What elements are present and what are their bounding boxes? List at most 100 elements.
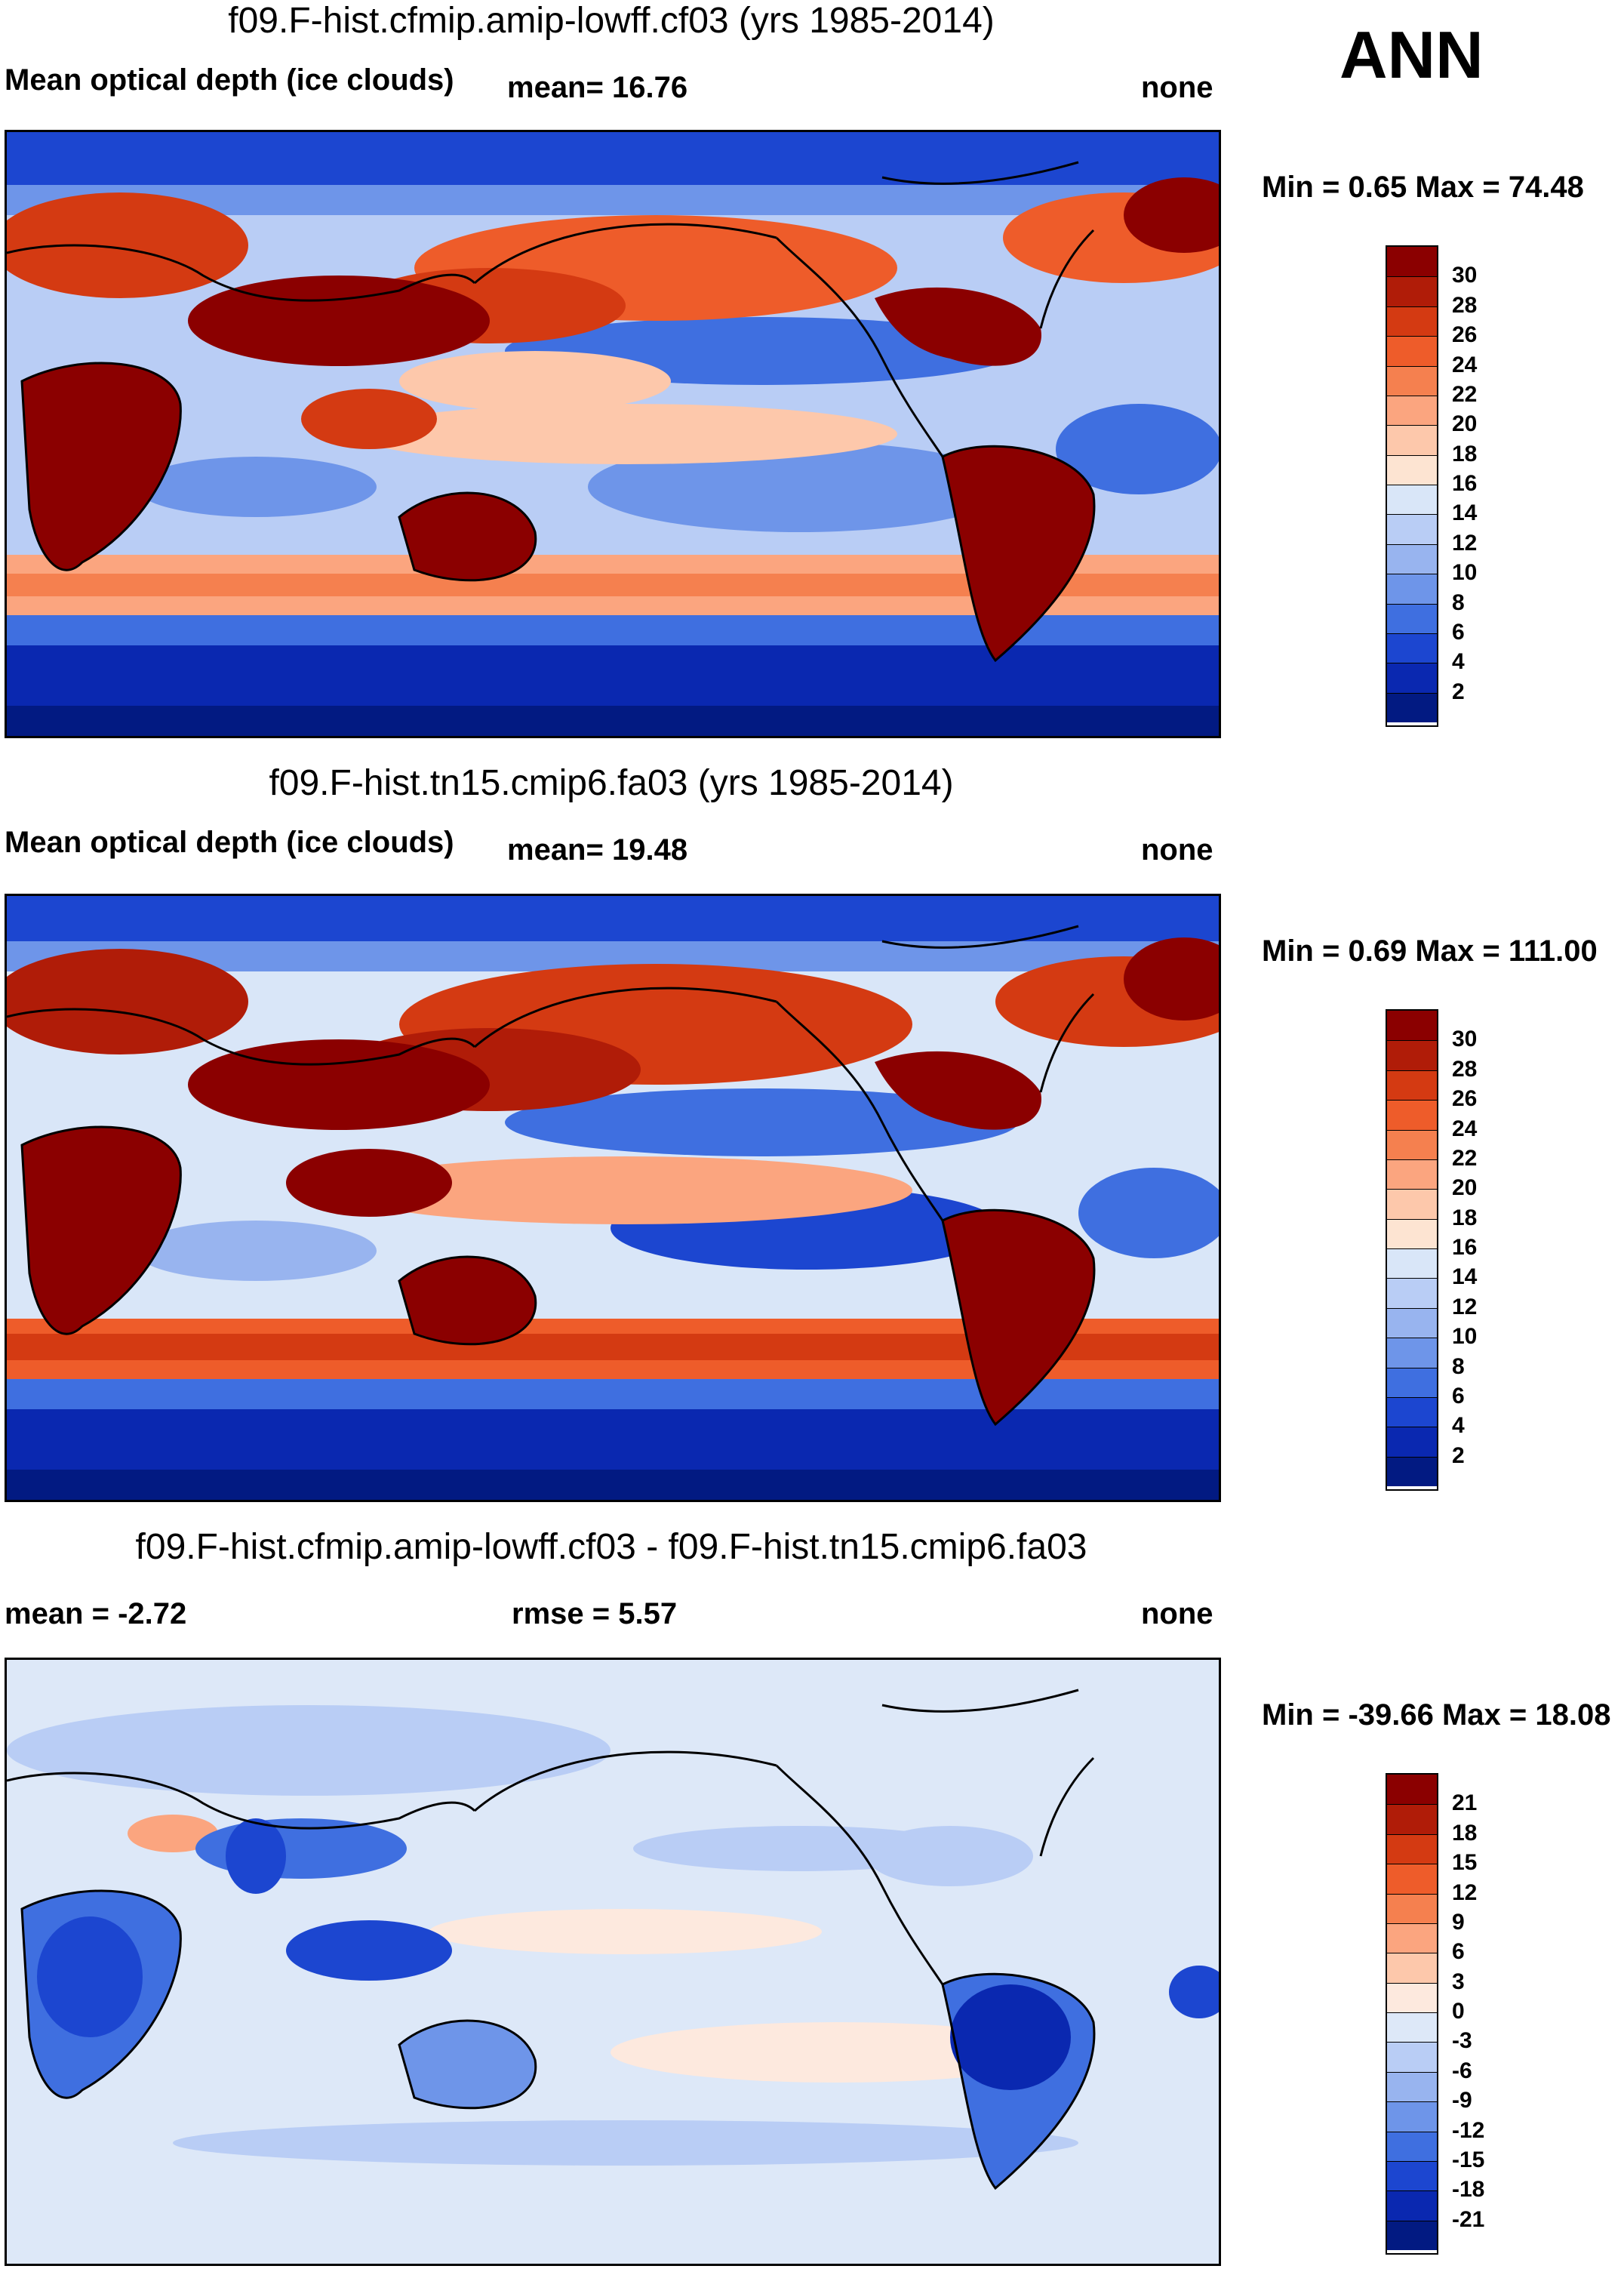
colorbar-tick-label: -12 [1452,2117,1485,2143]
panel-3-map [5,1658,1221,2266]
colorbar-tick-label: 4 [1452,1413,1465,1439]
colorbar-swatch [1387,1218,1437,1248]
colorbar-swatch [1387,1100,1437,1130]
panel-2-variable-label: Mean optical depth (ice clouds) [5,826,454,859]
colorbar-swatch [1387,1427,1437,1457]
colorbar-swatch [1387,1953,1437,1983]
colorbar-swatch [1387,1070,1437,1101]
panel-2-minmax: Min = 0.69 Max = 111.00 [1262,934,1598,968]
colorbar-tick-label: 22 [1452,1145,1478,1171]
colorbar-tick-label: 24 [1452,352,1478,377]
colorbar-swatch [1387,1396,1437,1427]
colorbar-swatch [1387,2042,1437,2072]
colorbar-tick-label: 15 [1452,1850,1478,1876]
colorbar-swatch [1387,1307,1437,1338]
colorbar-swatch [1387,514,1437,544]
colorbar-tick-label: 10 [1452,1324,1478,1350]
colorbar-tick-label: 9 [1452,1909,1465,1935]
panel-3-minmax: Min = -39.66 Max = 18.08 [1262,1698,1611,1732]
colorbar-swatch [1387,1804,1437,1834]
panel-1-map [5,130,1221,738]
colorbar-tick-label: 12 [1452,1879,1478,1905]
colorbar-swatch [1387,543,1437,574]
colorbar-tick-label: 28 [1452,292,1478,318]
colorbar-tick-label: -15 [1452,2147,1485,2172]
colorbar-swatch [1387,2101,1437,2132]
colorbar-tick-label: 6 [1452,1939,1465,1965]
panel-2-mean-label: mean= 19.48 [507,833,688,867]
colorbar-swatch [1387,2012,1437,2043]
colorbar-swatch [1387,1248,1437,1279]
colorbar-swatch [1387,2220,1437,2250]
colorbar-tick-label: 18 [1452,441,1478,466]
colorbar-tick-label: 0 [1452,1999,1465,2024]
colorbar-tick-label: 20 [1452,1175,1478,1201]
colorbar-swatch [1387,603,1437,633]
colorbar-tick-label: -9 [1452,2088,1472,2113]
panel-2-title: f09.F-hist.tn15.cmip6.fa03 (yrs 1985-201… [269,763,954,803]
colorbar-swatch [1387,336,1437,366]
colorbar-swatch [1387,1893,1437,1923]
colorbar-swatch [1387,1189,1437,1219]
colorbar-tick-label: 30 [1452,263,1478,288]
panel-1-minmax: Min = 0.65 Max = 74.48 [1262,171,1584,204]
colorbar-tick-label: 26 [1452,1086,1478,1112]
panel-1-title: f09.F-hist.cfmip.amip-lowff.cf03 (yrs 19… [228,1,995,41]
colorbar-swatch [1387,454,1437,485]
colorbar-swatch [1387,1338,1437,1368]
colorbar-tick-label: 28 [1452,1056,1478,1082]
colorbar-swatch [1387,2190,1437,2221]
colorbar-swatch [1387,1278,1437,1308]
colorbar-tick-label: 21 [1452,1790,1478,1816]
colorbar-swatch [1387,485,1437,515]
colorbar-tick-label: -18 [1452,2177,1485,2203]
panel-3-units-label: none [1141,1597,1213,1630]
panel-2-units-label: none [1141,833,1213,867]
colorbar-tick-label: 12 [1452,530,1478,556]
colorbar-swatch [1387,365,1437,396]
colorbar-tick-label: 20 [1452,411,1478,437]
colorbar-tick-label: 14 [1452,500,1478,526]
colorbar-tick-label: 6 [1452,1383,1465,1408]
colorbar-swatch [1387,633,1437,663]
colorbar-tick-label: 8 [1452,1353,1465,1379]
colorbar-tick-label: 4 [1452,649,1465,675]
colorbar-swatch [1387,1040,1437,1070]
colorbar-swatch [1387,2071,1437,2102]
panel-3-title: f09.F-hist.cfmip.amip-lowff.cf03 - f09.F… [135,1527,1087,1567]
colorbar-tick-label: 26 [1452,322,1478,348]
colorbar-tick-label: 22 [1452,381,1478,407]
panel-1-variable-label: Mean optical depth (ice clouds) [5,63,454,97]
colorbar-tick-label: 16 [1452,1235,1478,1260]
panel-1-colorbar [1386,245,1438,727]
panel-2-colorbar [1386,1009,1438,1491]
season-label: ANN [1339,17,1484,92]
colorbar-swatch [1387,425,1437,455]
colorbar-swatch [1387,1367,1437,1397]
colorbar-tick-label: 18 [1452,1820,1478,1846]
panel-3-rmse-label: rmse = 5.57 [512,1597,678,1630]
colorbar-swatch [1387,1456,1437,1486]
colorbar-swatch [1387,276,1437,306]
colorbar-tick-label: 2 [1452,1442,1465,1468]
colorbar-swatch [1387,1864,1437,1894]
colorbar-tick-label: 14 [1452,1264,1478,1290]
colorbar-swatch [1387,1011,1437,1041]
colorbar-tick-label: 30 [1452,1027,1478,1052]
panel-1-mean-label: mean= 16.76 [507,71,688,104]
colorbar-tick-label: 18 [1452,1205,1478,1230]
colorbar-tick-label: 24 [1452,1116,1478,1141]
colorbar-swatch [1387,574,1437,604]
panel-3-mean-label: mean = -2.72 [5,1597,187,1630]
colorbar-tick-label: -6 [1452,2058,1472,2083]
colorbar-swatch [1387,2160,1437,2191]
colorbar-swatch [1387,1833,1437,1864]
panel-2-map [5,894,1221,1502]
colorbar-swatch [1387,2131,1437,2161]
colorbar-swatch [1387,306,1437,337]
colorbar-tick-label: 8 [1452,590,1465,615]
colorbar-tick-label: 16 [1452,471,1478,496]
colorbar-tick-label: 12 [1452,1294,1478,1319]
panel-1-units-label: none [1141,71,1213,104]
colorbar-tick-label: -21 [1452,2206,1485,2232]
